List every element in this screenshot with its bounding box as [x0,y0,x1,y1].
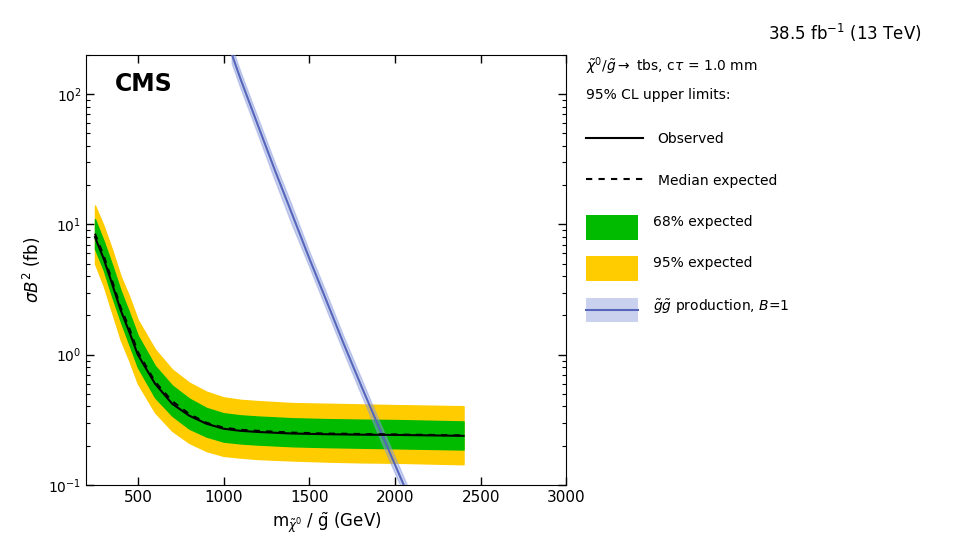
Text: CMS: CMS [115,72,173,96]
Text: $\tilde{\chi}^{0}/\tilde{g} \rightarrow$ tbs, c$\tau$ = 1.0 mm: $\tilde{\chi}^{0}/\tilde{g} \rightarrow$… [586,55,757,77]
Text: 38.5 fb$^{-1}$ (13 TeV): 38.5 fb$^{-1}$ (13 TeV) [768,22,922,44]
X-axis label: $\mathrm{m}_{\tilde{\chi}^{0}}$ / $\tilde{\mathrm{g}}$ (GeV): $\mathrm{m}_{\tilde{\chi}^{0}}$ / $\tild… [272,510,381,535]
Text: 68% expected: 68% expected [653,215,753,229]
Text: Median expected: Median expected [658,174,777,187]
Text: Observed: Observed [658,132,725,146]
Y-axis label: $\sigma B^{2}$ (fb): $\sigma B^{2}$ (fb) [21,237,43,303]
Text: $\tilde{g}\tilde{g}$ production, $B$=1: $\tilde{g}\tilde{g}$ production, $B$=1 [653,298,789,316]
Text: 95% CL upper limits:: 95% CL upper limits: [586,88,731,102]
Text: 95% expected: 95% expected [653,256,753,270]
